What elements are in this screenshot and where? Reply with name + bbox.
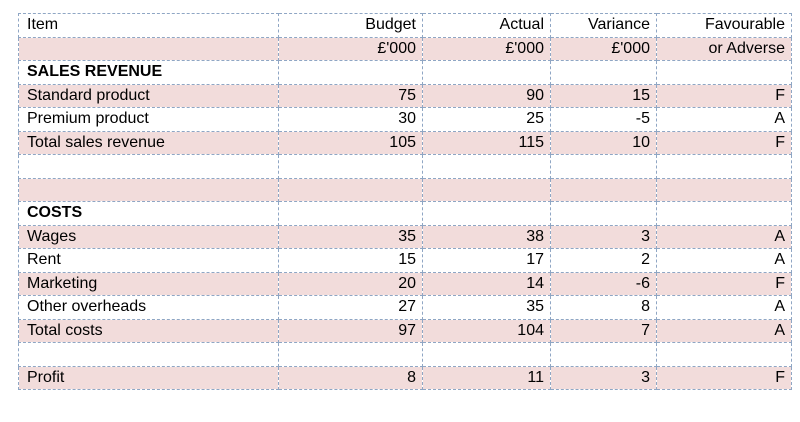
cell-variance (550, 342, 657, 367)
budget-variance-table: Item Budget Actual Variance Favourable £… (18, 13, 792, 390)
cell-actual (422, 154, 551, 179)
cell-favourable-adverse (656, 201, 792, 226)
cell-actual: 90 (422, 83, 551, 108)
table-row (18, 177, 792, 202)
cell-favourable-adverse: A (656, 248, 792, 273)
cell-variance: 7 (550, 318, 657, 343)
cell-budget (278, 154, 423, 179)
cell-favourable-adverse: A (656, 224, 792, 249)
cell-variance (550, 177, 657, 202)
table-row: Marketing 20 14 -6 F (18, 271, 792, 296)
cell-budget: 97 (278, 318, 423, 343)
table-row: Total sales revenue 105 115 10 F (18, 130, 792, 155)
cell-budget: 30 (278, 107, 423, 132)
cell-actual: 14 (422, 271, 551, 296)
cell-actual (422, 201, 551, 226)
cell-actual: 25 (422, 107, 551, 132)
cell-item: Rent (18, 248, 279, 273)
cell-item: SALES REVENUE (18, 60, 279, 85)
cell-item: Total costs (18, 318, 279, 343)
cell-actual: 115 (422, 130, 551, 155)
cell-actual (422, 342, 551, 367)
cell-budget (278, 60, 423, 85)
cell-actual: 104 (422, 318, 551, 343)
cell-favourable-adverse (656, 342, 792, 367)
cell-item: Profit (18, 365, 279, 390)
cell-item (18, 177, 279, 202)
cell-variance: 10 (550, 130, 657, 155)
cell-favourable-adverse: A (656, 107, 792, 132)
table-row: Profit 8 11 3 F (18, 365, 792, 390)
cell-budget: 105 (278, 130, 423, 155)
cell-budget: 35 (278, 224, 423, 249)
units-variance: £'000 (550, 36, 657, 61)
cell-actual (422, 177, 551, 202)
cell-budget: 15 (278, 248, 423, 273)
cell-budget (278, 177, 423, 202)
cell-item (18, 154, 279, 179)
units-favourable: or Adverse (656, 36, 792, 61)
cell-item: Other overheads (18, 295, 279, 320)
cell-actual: 38 (422, 224, 551, 249)
table-body: SALES REVENUE Standard product 75 90 15 F Prem… (18, 60, 792, 390)
cell-actual (422, 60, 551, 85)
cell-favourable-adverse (656, 154, 792, 179)
units-actual: £'000 (422, 36, 551, 61)
section-heading-row: SALES REVENUE (18, 60, 792, 85)
cell-variance: 15 (550, 83, 657, 108)
header-favourable: Favourable (656, 13, 792, 38)
cell-favourable-adverse: A (656, 295, 792, 320)
table-row (18, 154, 792, 179)
cell-variance (550, 60, 657, 85)
cell-actual: 35 (422, 295, 551, 320)
cell-variance: 3 (550, 224, 657, 249)
cell-budget (278, 201, 423, 226)
cell-item (18, 342, 279, 367)
units-item (18, 36, 279, 61)
cell-variance (550, 201, 657, 226)
units-row: £'000 £'000 £'000 or Adverse (18, 36, 792, 61)
table-row (18, 342, 792, 367)
cell-favourable-adverse: F (656, 83, 792, 108)
section-heading-row: COSTS (18, 201, 792, 226)
cell-actual: 11 (422, 365, 551, 390)
cell-item: Premium product (18, 107, 279, 132)
cell-item: Wages (18, 224, 279, 249)
cell-actual: 17 (422, 248, 551, 273)
table-row: Other overheads 27 35 8 A (18, 295, 792, 320)
cell-item: Marketing (18, 271, 279, 296)
cell-item: Total sales revenue (18, 130, 279, 155)
cell-item: COSTS (18, 201, 279, 226)
header-budget: Budget (278, 13, 423, 38)
table-row: Wages 35 38 3 A (18, 224, 792, 249)
cell-budget: 27 (278, 295, 423, 320)
cell-favourable-adverse: F (656, 130, 792, 155)
cell-variance: -6 (550, 271, 657, 296)
cell-favourable-adverse (656, 177, 792, 202)
header-item: Item (18, 13, 279, 38)
cell-budget: 8 (278, 365, 423, 390)
table-row: Standard product 75 90 15 F (18, 83, 792, 108)
cell-variance: 2 (550, 248, 657, 273)
cell-variance (550, 154, 657, 179)
cell-variance: 8 (550, 295, 657, 320)
cell-variance: 3 (550, 365, 657, 390)
cell-favourable-adverse: F (656, 365, 792, 390)
cell-favourable-adverse: F (656, 271, 792, 296)
table-row: Rent 15 17 2 A (18, 248, 792, 273)
cell-favourable-adverse: A (656, 318, 792, 343)
cell-budget: 75 (278, 83, 423, 108)
cell-variance: -5 (550, 107, 657, 132)
units-budget: £'000 (278, 36, 423, 61)
cell-item: Standard product (18, 83, 279, 108)
table-row: Total costs 97 104 7 A (18, 318, 792, 343)
header-variance: Variance (550, 13, 657, 38)
header-actual: Actual (422, 13, 551, 38)
cell-favourable-adverse (656, 60, 792, 85)
cell-budget: 20 (278, 271, 423, 296)
table-row: Premium product 30 25 -5 A (18, 107, 792, 132)
cell-budget (278, 342, 423, 367)
header-row: Item Budget Actual Variance Favourable (18, 13, 792, 38)
